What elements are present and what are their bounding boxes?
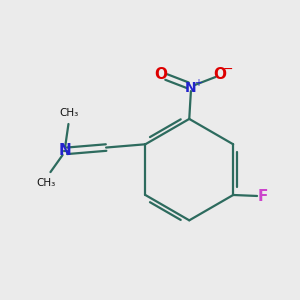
Text: CH₃: CH₃ — [59, 108, 79, 118]
Text: O: O — [214, 67, 226, 82]
Text: F: F — [258, 189, 268, 204]
Text: N: N — [185, 81, 197, 95]
Text: CH₃: CH₃ — [37, 178, 56, 188]
Text: N: N — [59, 143, 72, 158]
Text: −: − — [223, 63, 233, 76]
Text: O: O — [154, 67, 168, 82]
Text: +: + — [194, 78, 202, 88]
